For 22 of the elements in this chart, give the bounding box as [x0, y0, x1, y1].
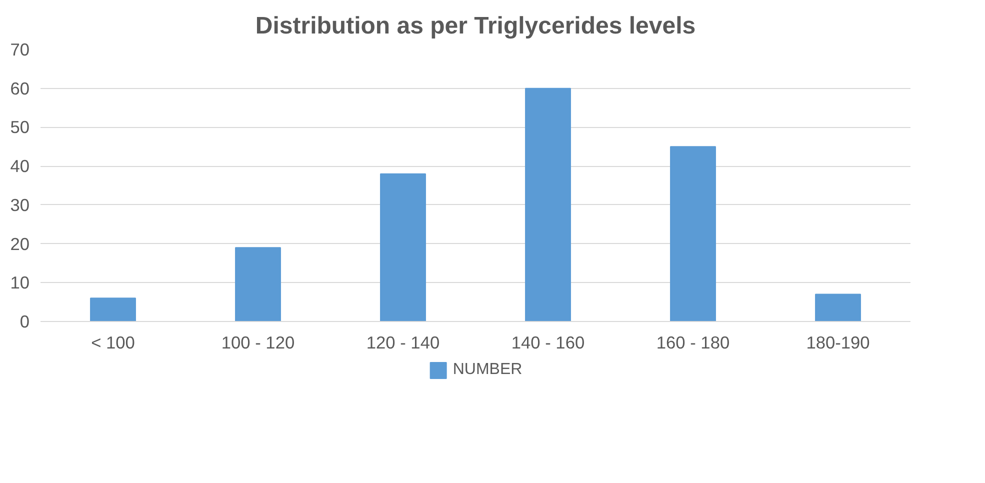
- chart-title: Distribution as per Triglycerides levels: [255, 12, 696, 40]
- y-tick-label: 70: [10, 40, 30, 60]
- bar: [90, 298, 136, 322]
- bar: [815, 294, 861, 322]
- bar: [380, 173, 426, 322]
- x-tick-label: < 100: [91, 332, 135, 352]
- y-tick-label: 10: [10, 272, 30, 293]
- y-tick-label: 30: [10, 194, 30, 215]
- bar: [235, 247, 281, 322]
- y-tick-label: 20: [10, 234, 30, 254]
- legend-label: NUMBER: [452, 361, 522, 379]
- x-tick-label: 100 - 120: [221, 332, 295, 352]
- y-tick-label: 40: [10, 156, 30, 176]
- y-tick-label: 50: [10, 117, 30, 138]
- x-tick-label: 180-190: [806, 332, 870, 352]
- x-tick-label: 120 - 140: [366, 332, 440, 352]
- y-tick-label: 0: [20, 312, 30, 332]
- bar: [525, 88, 571, 322]
- bar: [670, 146, 716, 322]
- x-tick-label: 160 - 180: [656, 332, 730, 352]
- y-tick-label: 60: [10, 78, 30, 98]
- x-tick-label: 140 - 160: [511, 332, 585, 352]
